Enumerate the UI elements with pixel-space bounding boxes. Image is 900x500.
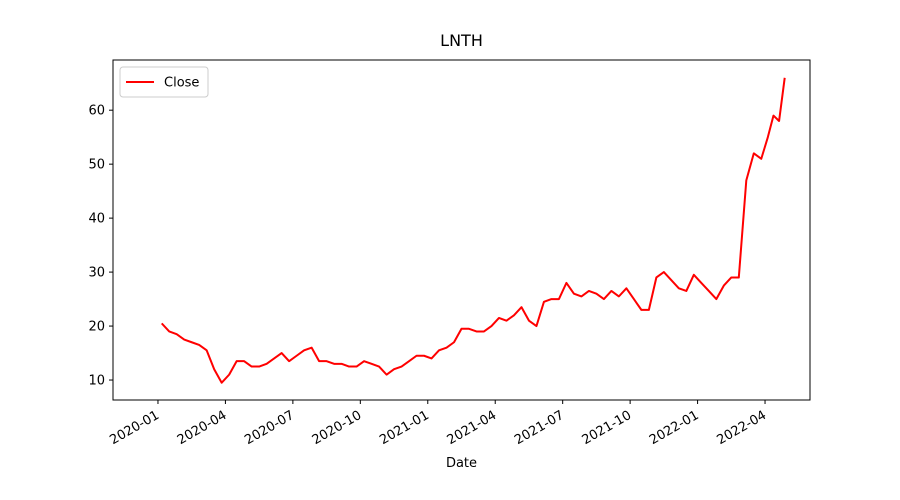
x-tick-label: 2021-04 [445,408,500,448]
legend: Close [119,66,209,98]
chart-title: LNTH [440,31,483,50]
legend-label: Close [164,76,199,91]
price-line [160,77,786,384]
x-tick-label: 2022-04 [714,408,769,448]
x-tick-label: 2020-10 [310,408,365,448]
x-tick-label: 2020-07 [242,408,297,448]
x-axis-label: Date [446,456,477,471]
y-tick-label: 60 [88,104,105,119]
x-tick-label: 2020-04 [175,408,230,448]
x-tick-label: 2021-10 [580,408,635,448]
x-tick-label: 2021-01 [377,408,432,448]
y-tick-label: 10 [88,374,105,389]
x-tick-label: 2022-01 [647,408,702,448]
y-tick-label: 20 [88,320,105,335]
x-tick-label: 2021-07 [512,408,567,448]
plot-frame [112,59,811,401]
y-tick-label: 50 [88,158,105,173]
y-tick-label: 30 [88,266,105,281]
legend-box [119,66,209,98]
y-tick-label: 40 [88,212,105,227]
x-tick-label: 2020-01 [107,408,162,448]
